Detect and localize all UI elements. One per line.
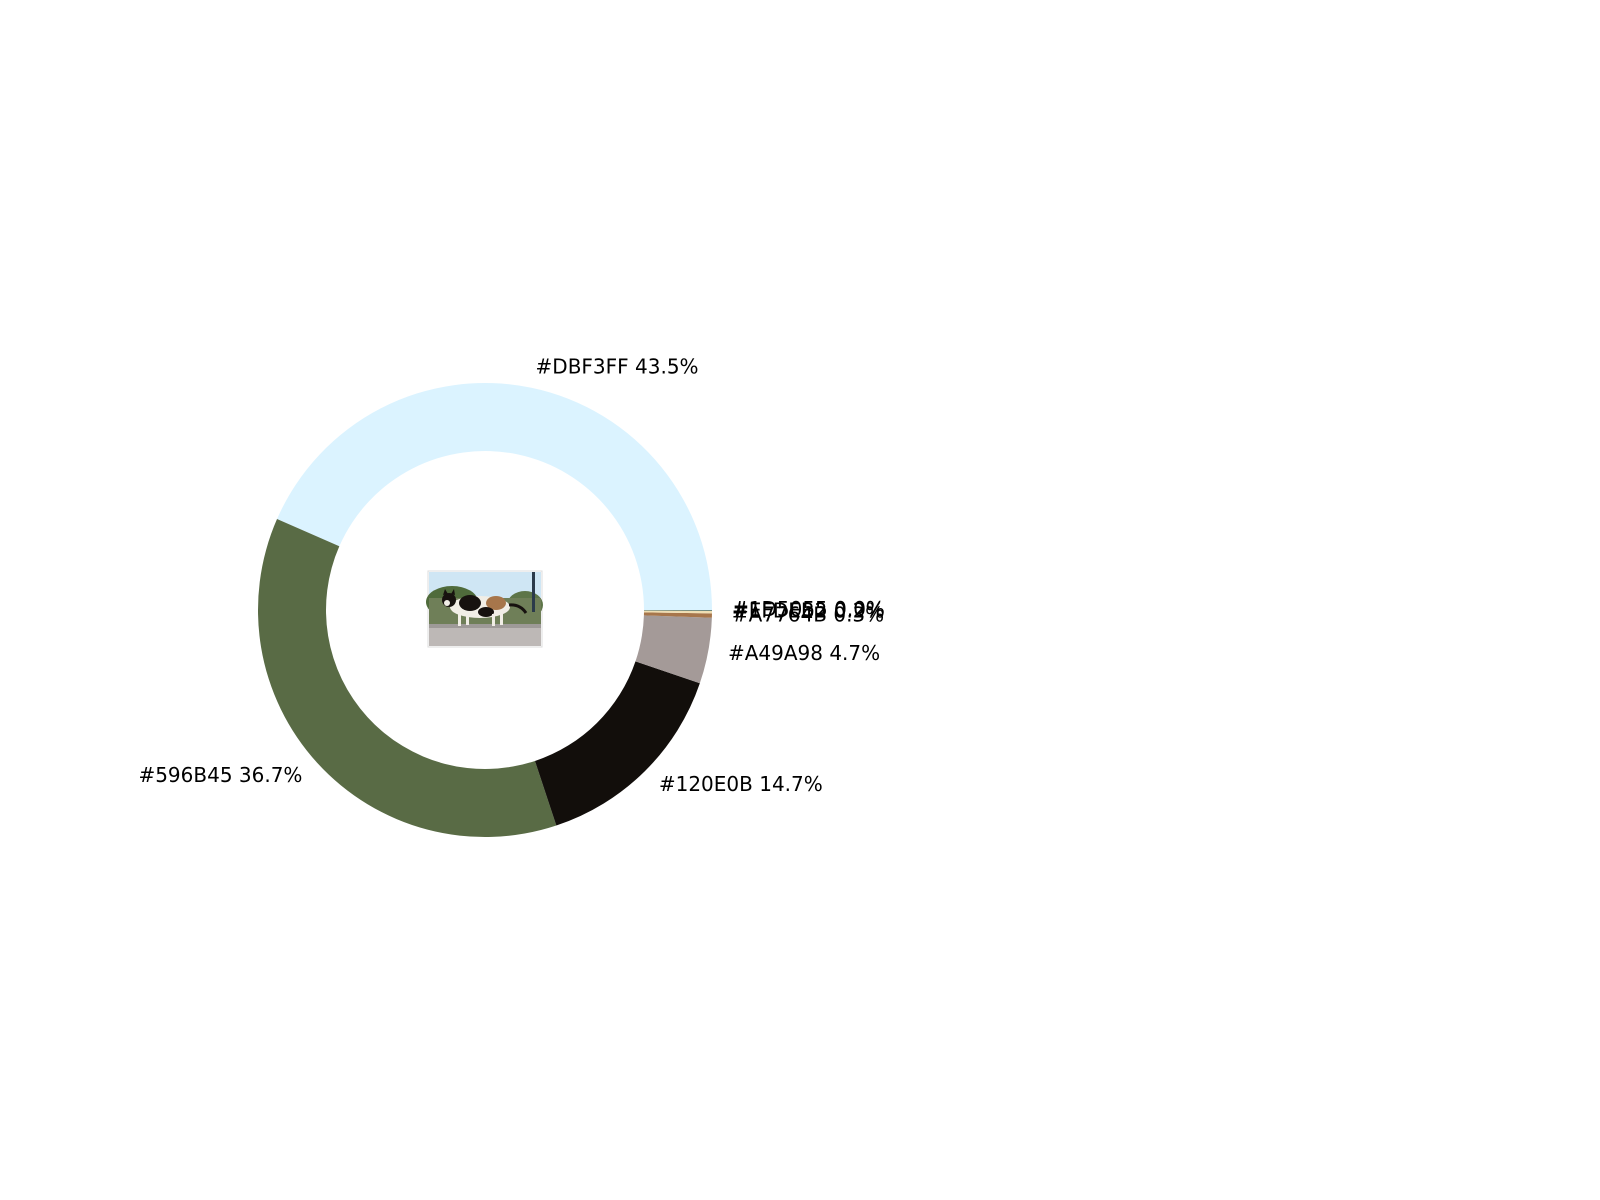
donut-slice [534,661,700,826]
donut-slice [635,615,712,684]
slice-label: #A7764B 0.3% [732,603,884,627]
donut-slice [643,610,712,614]
center-cat-photo [426,570,543,648]
donut-slice [258,519,557,837]
slice-labels: #DBF3FF 43.5% #596B45 36.7% #120E0B 14.7% #… [138,355,885,796]
donut-slices [258,383,712,837]
slice-label: #DBF3FF 43.5% [536,355,699,379]
donut-slice [643,612,712,618]
slice-label: #120E0B 14.7% [659,772,823,796]
slice-label: #596B45 36.7% [138,763,302,787]
slice-label: #EFDEB2 0.2% [732,599,885,623]
donut-slice [643,610,712,611]
slice-label: #A49A98 4.7% [728,641,880,665]
slice-label: #1D5055 0.0% [732,597,885,621]
donut-slice [277,383,712,610]
